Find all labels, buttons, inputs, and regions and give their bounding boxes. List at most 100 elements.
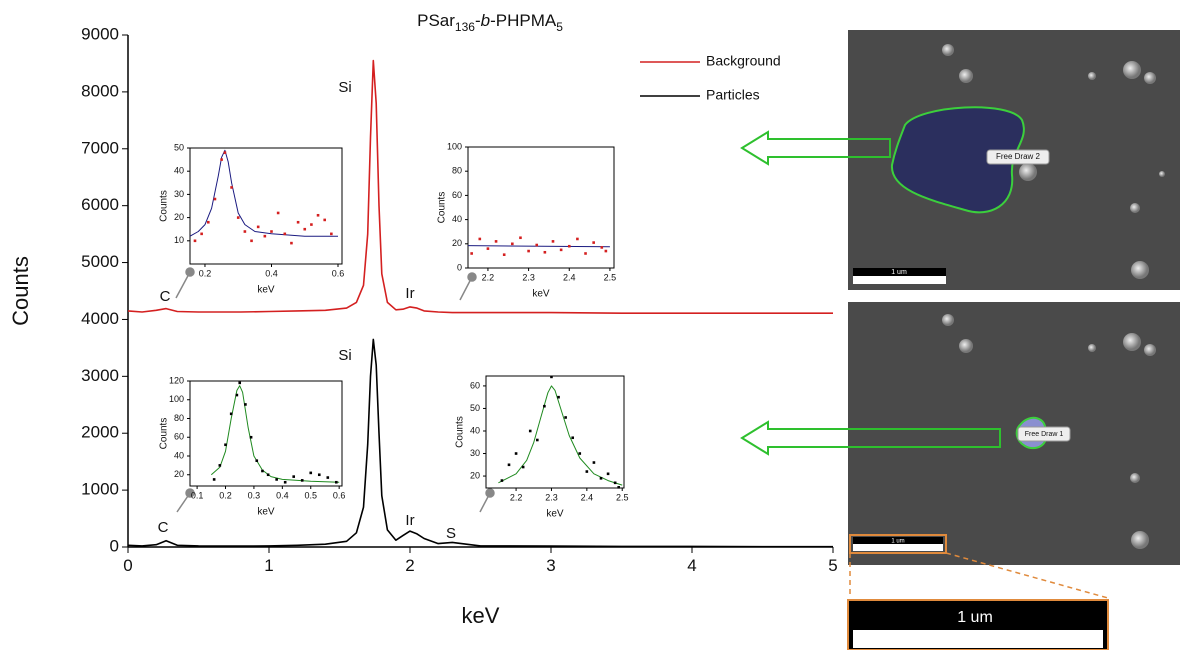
point [551,240,555,243]
y-axis-label: Counts [8,256,33,326]
peak-label: Ir [405,512,414,529]
title-part: - [475,11,481,30]
x-tick-label: 0.3 [248,491,261,501]
series-line [189,149,338,237]
series-line [127,59,833,314]
y-tick-label: 20 [174,469,184,479]
y-tick-label: 20 [174,212,184,222]
point [249,435,253,439]
point [543,250,547,254]
point [600,246,604,249]
y-axis-label: Counts [159,418,170,450]
x-axis-label: keV [257,507,275,518]
point [564,416,567,419]
x-tick-label: 5 [828,556,837,575]
peak-label: Si [338,79,351,96]
point [335,480,338,484]
point [212,478,216,481]
arrow [740,420,1001,456]
y-tick-label: 40 [174,450,184,460]
legend-label: Background [706,53,781,69]
x-tick-label: 2.3 [522,273,535,283]
point [309,471,313,475]
y-tick-label: 3000 [81,366,119,385]
point [543,404,546,408]
x-tick-label: 2.4 [563,273,576,283]
series-line [467,245,610,248]
inset-frame [189,380,343,487]
point [200,232,203,236]
point [244,403,247,406]
point [276,211,280,215]
inset-frame [485,375,625,489]
y-tick-label: 50 [470,403,480,413]
point [292,475,296,478]
point [502,253,506,256]
x-tick-label: 0 [123,556,132,575]
y-tick-label: 120 [169,375,184,385]
point [494,240,498,243]
x-tick-label: 0.2 [219,491,232,501]
y-tick-label: 80 [452,166,462,176]
inset-frame [467,146,615,269]
point [519,236,522,240]
point [275,478,278,481]
point [290,241,293,245]
point [478,237,482,241]
point [617,486,620,489]
point [223,151,227,154]
series-line [498,385,623,486]
point [585,470,589,473]
scale-zoom: 1 um [847,599,1109,650]
y-axis-label: Counts [437,192,448,224]
point [507,463,511,467]
point [256,225,260,229]
point [263,234,267,238]
point [536,438,539,442]
point [486,247,490,250]
point [535,243,539,247]
y-tick-label: 20 [452,238,462,248]
point [527,249,530,253]
point [270,230,273,233]
title-part: b [481,11,490,30]
chart-title: PSar136-b-PHPMA5 [417,11,563,34]
x-tick-label: 0.6 [332,269,345,279]
point [230,186,233,189]
peak-label: C [158,519,169,536]
point [193,239,197,243]
point [229,412,233,416]
point [296,220,300,224]
point [559,248,563,252]
y-tick-label: 1000 [81,480,119,499]
point [235,393,239,397]
point [283,480,287,484]
y-tick-label: 100 [447,141,462,151]
series-line [127,338,833,548]
x-tick-label: 0.5 [304,491,317,501]
x-tick-label: 0.4 [265,269,278,279]
point [514,452,518,455]
y-tick-label: 80 [174,413,184,423]
point [578,452,582,455]
y-tick-label: 60 [174,432,184,442]
x-axis-label: keV [546,509,564,520]
region-label: Free Draw 1 [1025,431,1064,438]
point [218,464,222,467]
y-tick-label: 100 [169,394,184,404]
y-tick-label: 40 [174,166,184,176]
point [317,473,321,477]
y-tick-label: 40 [452,214,462,224]
point [528,429,532,433]
x-tick-label: 2.2 [510,493,523,503]
pointers [175,267,495,513]
point [330,232,333,236]
x-tick-label: 0.2 [199,269,212,279]
point [323,218,327,222]
title-part: -PHPMA [490,11,557,30]
x-tick-label: 2.4 [581,493,594,503]
point [571,436,574,440]
sem-image-2: Free Draw 1 1 um [848,302,1180,565]
x-tick-label: 2.2 [482,273,495,283]
point [310,223,313,226]
